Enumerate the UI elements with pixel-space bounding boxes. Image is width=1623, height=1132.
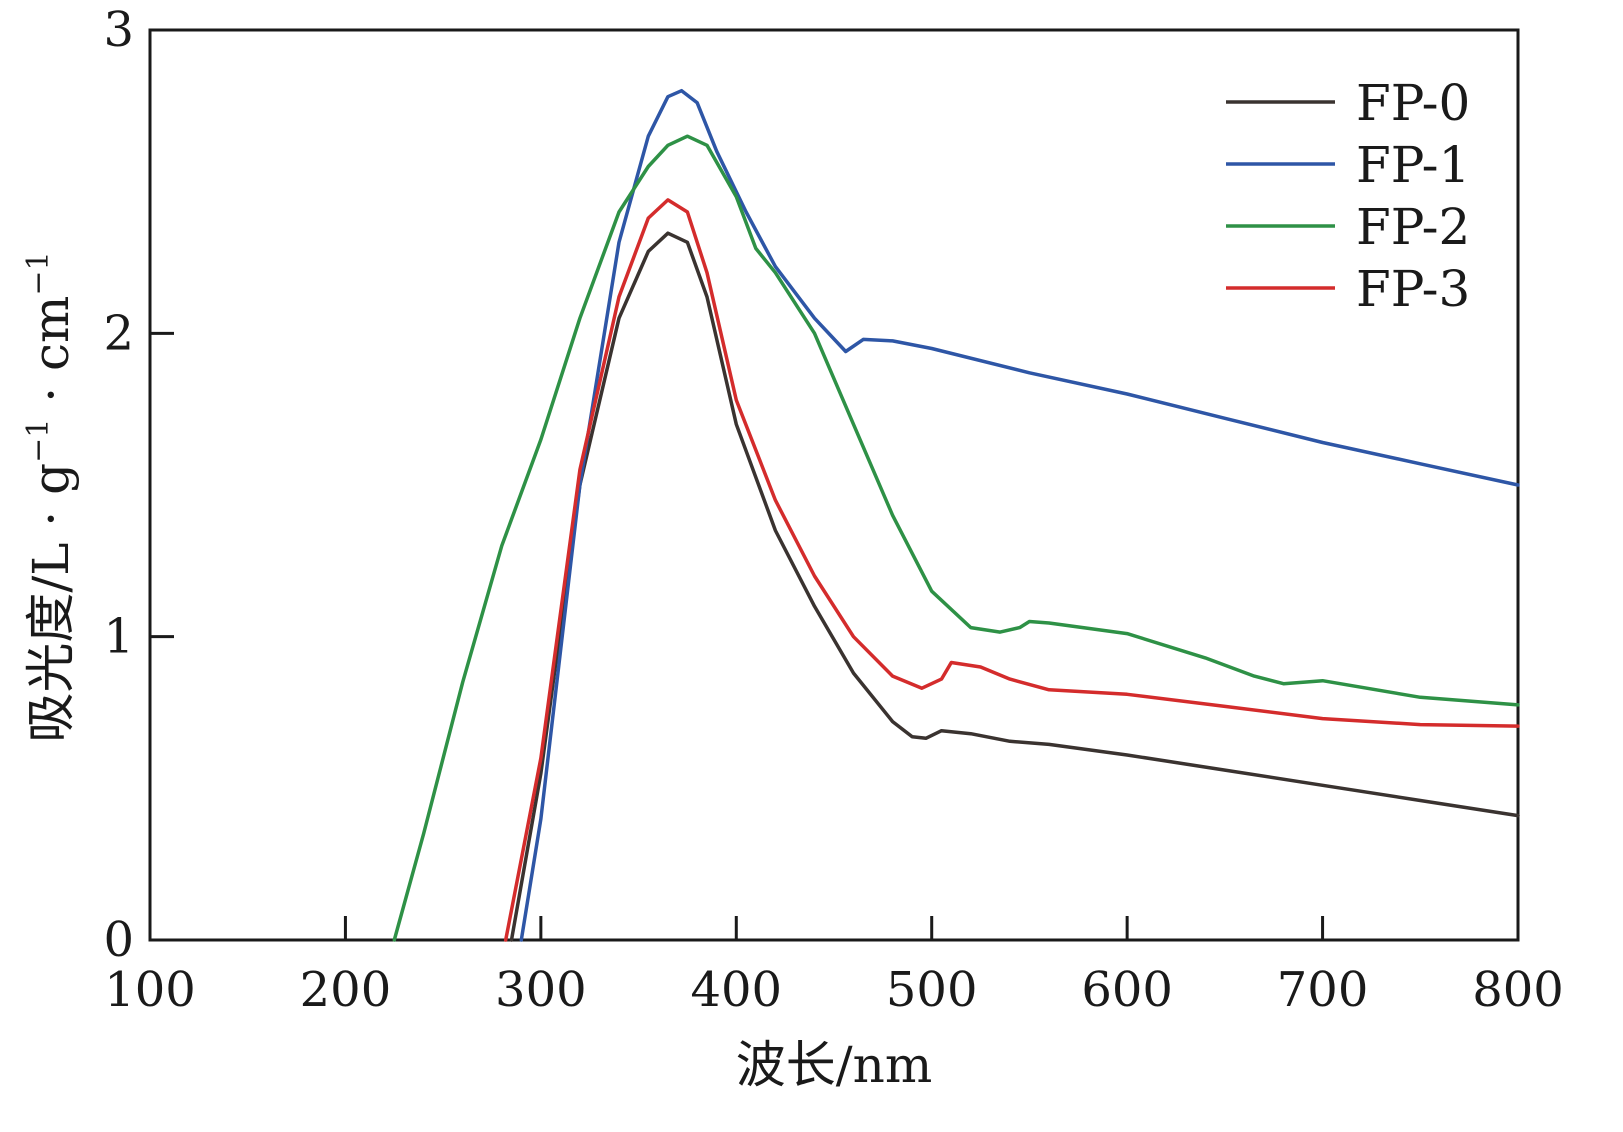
series-line-fp-0 bbox=[509, 231, 1520, 942]
y-tick-label-2: 2 bbox=[103, 305, 134, 361]
x-tick-label-600: 600 bbox=[1081, 962, 1173, 1018]
y-axis-title-mid: · cm bbox=[22, 296, 80, 419]
x-axis-title: 波长/nm bbox=[736, 1036, 932, 1094]
legend: FP-0FP-1FP-2FP-3 bbox=[1226, 74, 1470, 318]
x-tick-label-300: 300 bbox=[495, 962, 587, 1018]
y-axis-title: 吸光度/L · g−1 · cm−1 bbox=[21, 251, 80, 742]
series-lines bbox=[392, 88, 1520, 942]
legend-label-fp-0: FP-0 bbox=[1356, 74, 1470, 132]
y-tick-label-0: 0 bbox=[103, 912, 134, 968]
series-line-fp-2 bbox=[392, 134, 1520, 942]
x-tick-label-200: 200 bbox=[300, 962, 392, 1018]
y-tick-label-3: 3 bbox=[103, 2, 134, 58]
y-tick-label-1: 1 bbox=[103, 609, 134, 665]
plot-frame bbox=[148, 28, 1520, 942]
axis-ticks: 100 200 300 400 500 600 700 800 0 1 2 3 bbox=[103, 2, 1563, 1018]
y-axis-title-sup-2: −1 bbox=[21, 251, 56, 295]
y-axis-title-main: 吸光度/L · g bbox=[22, 463, 80, 743]
legend-label-fp-3: FP-3 bbox=[1356, 260, 1470, 318]
x-tick-label-400: 400 bbox=[690, 962, 782, 1018]
x-tick-label-500: 500 bbox=[886, 962, 978, 1018]
x-tick-label-700: 700 bbox=[1277, 962, 1369, 1018]
y-axis-title-sup-1: −1 bbox=[21, 419, 56, 463]
series-line-fp-3 bbox=[503, 198, 1520, 942]
x-tick-label-800: 800 bbox=[1472, 962, 1564, 1018]
legend-label-fp-1: FP-1 bbox=[1356, 136, 1470, 194]
legend-label-fp-2: FP-2 bbox=[1356, 198, 1470, 256]
x-tick-label-100: 100 bbox=[104, 962, 196, 1018]
